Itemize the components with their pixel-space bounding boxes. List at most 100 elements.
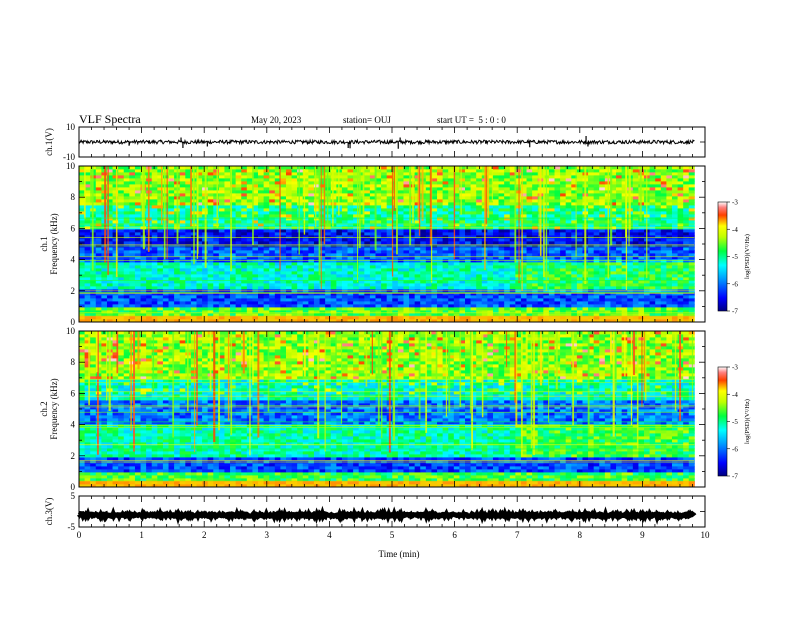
ch1-spectrogram-cell [258, 253, 264, 256]
ch1-spectrogram-cell [174, 271, 180, 274]
ch1-spectrogram-cell [353, 262, 359, 265]
ch1-spectrogram-cell [610, 253, 616, 256]
ch1-spectrogram-cell [331, 214, 337, 217]
ch1-spectrogram-cell [247, 283, 253, 286]
ch1-spectrogram-cell [247, 235, 253, 238]
ch1-spectrogram-cell [185, 268, 191, 271]
ch1-spectrogram-cell [208, 214, 214, 217]
ch1-spectrogram-cell [532, 307, 538, 310]
ch1-spectrogram-cell [331, 232, 337, 235]
ch1-spectrogram-cell [314, 283, 320, 286]
ch1-spectrogram-cell [303, 214, 309, 217]
ch1-spectrogram-cell [224, 283, 230, 286]
ch1-spectrogram-cell [549, 214, 555, 217]
ch1-spectrogram-cell [666, 229, 672, 232]
ch1-spectrogram-cell [672, 304, 678, 307]
ch1-spectrogram-cell [241, 283, 247, 286]
ch1-spectrogram-cell [342, 268, 348, 271]
ch1-spectrogram-cell [113, 295, 119, 298]
ch1-spectrogram-cell [85, 304, 91, 307]
ch1-spectrogram-cell [180, 208, 186, 211]
ch1-spectrogram-cell [152, 235, 158, 238]
ch1-spectrogram-cell [381, 235, 387, 238]
ch1-spectrogram-cell [504, 250, 510, 253]
ch1-spectrogram-cell [538, 268, 544, 271]
ch1-spectrogram-cell [331, 205, 337, 208]
ch1-spectrogram-cell [471, 196, 477, 199]
ch1-spectrogram-cell [152, 298, 158, 301]
ch1-spectrogram-cell [398, 283, 404, 286]
ch1-spectrogram-cell [118, 190, 124, 193]
ch1-spectrogram-cell [437, 265, 443, 268]
ch1-spectrogram-cell [224, 268, 230, 271]
ch1-spectrogram-cell [627, 301, 633, 304]
ch1-spectrogram-cell [443, 271, 449, 274]
ch1-spectrogram-cell [224, 223, 230, 226]
ch1-spectrogram-cell [650, 211, 656, 214]
ch1-spectrogram-cell [241, 304, 247, 307]
ch1-spectrogram-cell [208, 277, 214, 280]
ch1-spectrogram-cell [655, 253, 661, 256]
ch1-spectrogram-cell [683, 241, 689, 244]
ch1-spectrogram-cell [297, 274, 303, 277]
ch1-spectrogram-cell [163, 304, 169, 307]
ch1-spectrogram-cell [180, 274, 186, 277]
ch1-spectrogram-cell [521, 298, 527, 301]
ch1-spectrogram-cell [135, 262, 141, 265]
ch1-spectrogram-cell [96, 223, 102, 226]
ch1-spectrogram-cell [236, 274, 242, 277]
ch1-spectrogram-cell [280, 208, 286, 211]
ch1-spectrogram-cell [297, 211, 303, 214]
ch1-spectrogram-cell [443, 253, 449, 256]
ch1-spectrogram-cell [532, 220, 538, 223]
ch1-spectrogram-cell [258, 274, 264, 277]
ch1-spectrogram-cell [555, 202, 561, 205]
ch1-spectrogram-cell [185, 253, 191, 256]
ch1-spectrogram-cell [208, 295, 214, 298]
ch1-spectrogram-cell [375, 268, 381, 271]
ch1-spectrogram-cell [532, 217, 538, 220]
ch1-spectrogram-cell [292, 220, 298, 223]
ch1-spectrogram-cell [666, 283, 672, 286]
ch1-spectrogram-cell [415, 307, 421, 310]
ch1-spectrogram-cell [650, 205, 656, 208]
ch1-spectrogram-cell [437, 241, 443, 244]
ch1-spectrogram-cell [459, 253, 465, 256]
ch1-spectrogram-cell [689, 241, 695, 244]
ch1-spectrogram-cell [387, 262, 393, 265]
ch1-spectrogram-cell [224, 247, 230, 250]
ch1-spectrogram-cell [387, 271, 393, 274]
ch1-spectrogram-cell [180, 304, 186, 307]
ch1-spectrogram-cell [527, 190, 533, 193]
ch1-spectrogram-cell [661, 265, 667, 268]
ch1-spectrogram-cell [135, 250, 141, 253]
ch1-spectrogram-cell [364, 301, 370, 304]
ch1-spectrogram-cell [560, 235, 566, 238]
ch1-spectrogram-cell [280, 301, 286, 304]
ch1-spectrogram-cell [555, 277, 561, 280]
ch1-spectrogram-cell [297, 307, 303, 310]
ch1-spectrogram-cell [224, 301, 230, 304]
ch1-spectrogram-cell [135, 271, 141, 274]
ch1-spectrogram-cell [325, 295, 331, 298]
ch1-spectrogram-cell [308, 199, 314, 202]
ch1-spectrogram-cell [157, 208, 163, 211]
ch1-spectrogram-cell [655, 190, 661, 193]
ch1-spectrogram-cell [487, 277, 493, 280]
ch1-spectrogram-cell [219, 220, 225, 223]
ch1-spectrogram-cell [241, 193, 247, 196]
ch1-spectrogram-cell [398, 247, 404, 250]
ch1-spectrogram-cell [616, 247, 622, 250]
ch1-spectrogram-cell [666, 250, 672, 253]
ch1-spectrogram-cell [264, 202, 270, 205]
ch1-spectrogram-cell [459, 208, 465, 211]
ch1-spectrogram-cell [219, 268, 225, 271]
ch1-spectrogram-cell [661, 271, 667, 274]
ch1-spectrogram-cell [594, 283, 600, 286]
ch1-spectrogram-cell [499, 190, 505, 193]
ch1-spectrogram-cell [118, 223, 124, 226]
ch1-spectrogram-cell [638, 265, 644, 268]
ch1-spectrogram-cell [79, 295, 85, 298]
ch1-spectrogram-cell [236, 190, 242, 193]
ch1-spectrogram-cell [213, 304, 219, 307]
